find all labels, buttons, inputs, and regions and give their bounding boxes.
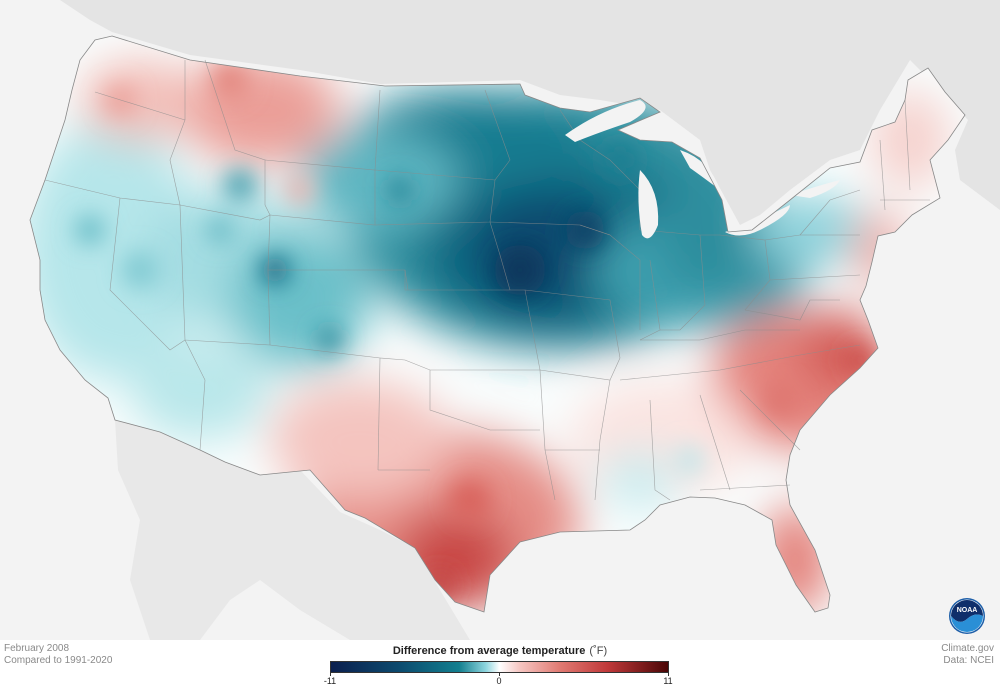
temperature-anomaly-map — [29, 0, 1000, 640]
legend-min-label: -11 — [323, 676, 337, 686]
legend-tick-max — [668, 673, 669, 676]
credit-site: Climate.gov — [941, 643, 994, 654]
legend-title: Difference from average temperature (˚F) — [330, 644, 670, 658]
legend-tick-min — [330, 673, 331, 676]
legend-title-text: Difference from average temperature — [392, 645, 586, 657]
legend-max-label: 11 — [663, 676, 673, 686]
figure-footer: February 2008 Compared to 1991-2020 Diff… — [0, 640, 1000, 690]
surrounding-land — [60, 0, 1000, 640]
legend-colorbar — [330, 661, 669, 673]
legend-mid-label: 0 — [496, 676, 502, 686]
noaa-logo-text: NOAA — [957, 607, 978, 614]
state-borders — [44, 59, 930, 501]
great-lakes — [565, 100, 840, 239]
source-credit: Climate.gov Data: NCEI — [941, 643, 994, 667]
map-caption: February 2008 Compared to 1991-2020 — [4, 643, 112, 667]
legend-tick-mid — [499, 673, 500, 676]
legend-unit: (˚F) — [589, 645, 608, 657]
map-date: February 2008 — [4, 643, 70, 654]
map-baseline: Compared to 1991-2020 — [4, 655, 113, 666]
credit-data: Data: NCEI — [943, 655, 994, 666]
noaa-logo-icon: NOAA — [949, 598, 985, 634]
